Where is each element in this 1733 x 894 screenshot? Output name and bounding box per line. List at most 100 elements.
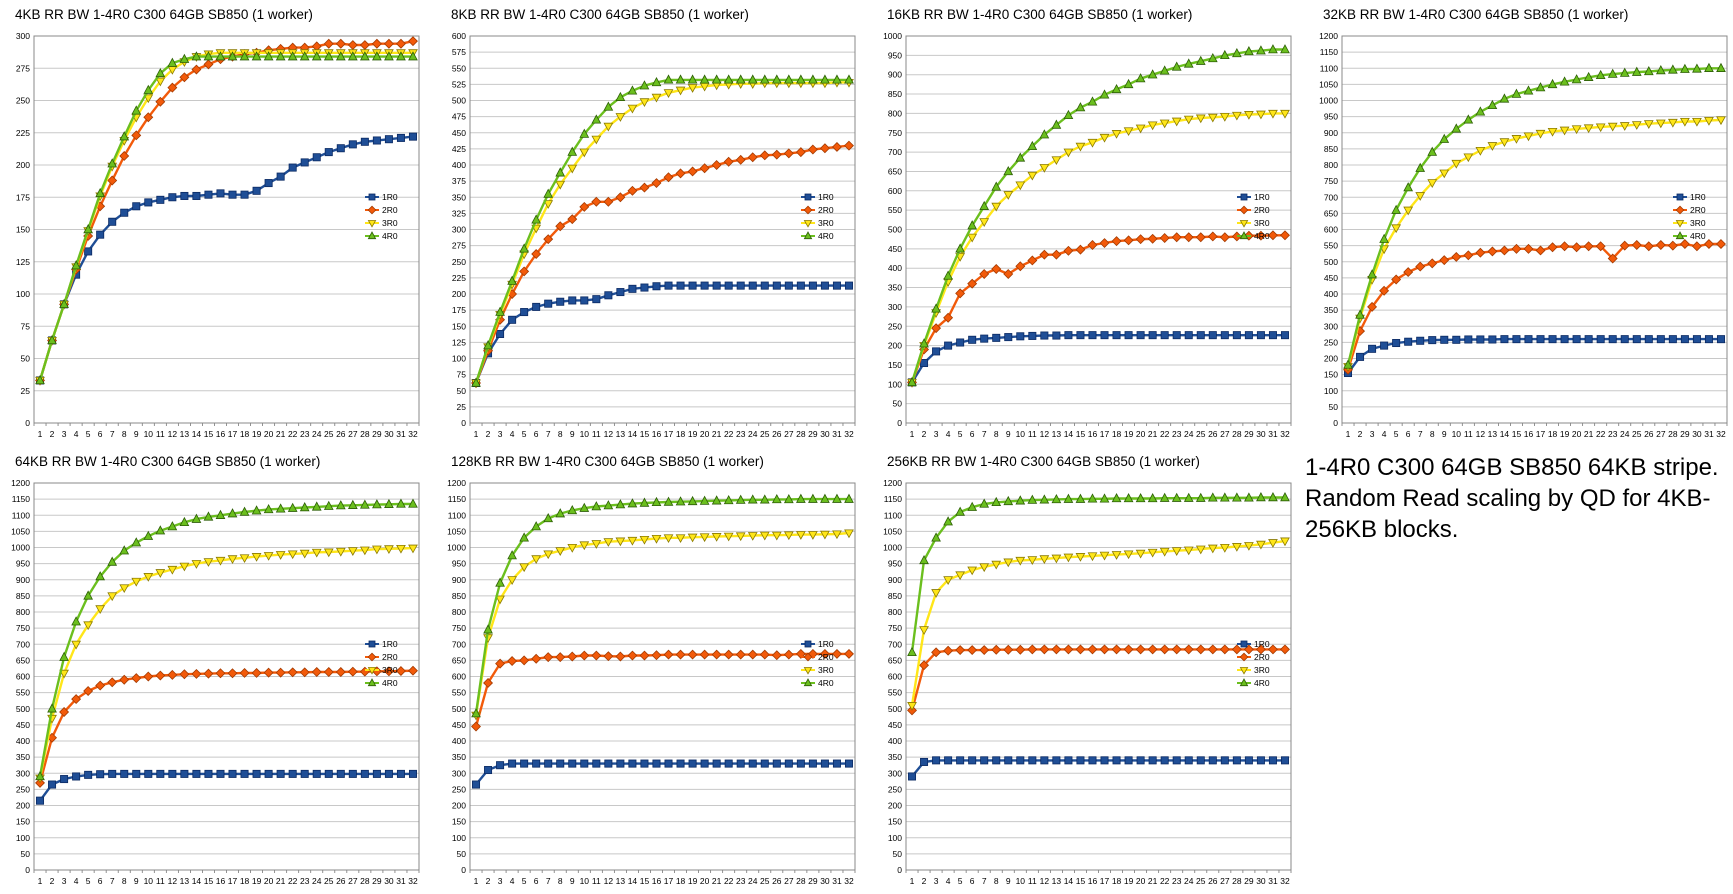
x-tick-label: 32 xyxy=(1280,429,1290,439)
x-tick-label: 20 xyxy=(1572,429,1582,439)
x-tick-label: 17 xyxy=(1536,429,1546,439)
data-point xyxy=(1123,127,1134,137)
x-tick-label: 15 xyxy=(1512,429,1522,439)
data-point xyxy=(216,769,225,778)
data-point xyxy=(844,529,854,539)
data-point xyxy=(287,550,298,560)
x-tick-label: 2 xyxy=(50,876,55,886)
data-point xyxy=(1692,117,1702,127)
data-point xyxy=(931,589,941,598)
x-tick-label: 19 xyxy=(688,876,698,886)
data-point xyxy=(1231,231,1242,242)
x-tick-label: 14 xyxy=(628,876,638,886)
data-point xyxy=(531,555,542,565)
data-point xyxy=(931,303,941,313)
x-tick-label: 28 xyxy=(1232,429,1242,439)
data-point xyxy=(604,759,613,768)
data-point xyxy=(944,341,953,350)
x-tick-label: 28 xyxy=(796,876,806,886)
x-tick-label: 11 xyxy=(592,876,601,886)
data-point xyxy=(1003,558,1014,568)
data-point xyxy=(1244,331,1253,340)
y-tick-label: 1000 xyxy=(883,31,902,41)
series-line xyxy=(1346,242,1721,371)
legend-label: 1R0 xyxy=(382,192,398,202)
data-point xyxy=(1207,231,1218,242)
data-point xyxy=(1415,192,1426,201)
data-point xyxy=(639,535,650,545)
legend-label: 2R0 xyxy=(382,205,398,215)
y-tick-label: 275 xyxy=(452,241,466,251)
data-point xyxy=(1123,644,1134,655)
data-point xyxy=(1232,756,1241,765)
y-tick-label: 100 xyxy=(16,289,30,299)
x-tick-label: 30 xyxy=(1256,429,1266,439)
x-tick-label: 13 xyxy=(180,876,190,886)
data-point xyxy=(956,338,965,347)
data-point xyxy=(1415,162,1426,172)
y-tick-label: 275 xyxy=(16,63,30,73)
data-point xyxy=(1619,240,1630,251)
data-point xyxy=(1051,156,1062,166)
data-point xyxy=(1015,261,1026,272)
data-point xyxy=(191,513,202,523)
data-point xyxy=(1559,76,1570,86)
data-point xyxy=(639,80,650,90)
data-point xyxy=(675,496,686,506)
data-point xyxy=(1403,267,1414,278)
data-point xyxy=(652,759,661,768)
x-tick-label: 17 xyxy=(228,429,238,439)
chart-svg: 32KB RR BW 1-4R0 C300 64GB SB850 (1 work… xyxy=(1319,7,1728,439)
data-point xyxy=(1644,335,1653,344)
data-point xyxy=(1451,251,1462,262)
data-point xyxy=(967,233,978,243)
y-tick-label: 850 xyxy=(16,591,30,601)
x-tick-label: 31 xyxy=(396,876,406,886)
data-point xyxy=(1280,537,1290,547)
data-point xyxy=(807,648,818,659)
data-point xyxy=(844,493,854,503)
data-point xyxy=(335,667,346,677)
data-point xyxy=(1027,644,1038,655)
data-point xyxy=(495,577,505,587)
data-point xyxy=(1147,548,1158,558)
chart-title: 4KB RR BW 1-4R0 C300 64GB SB850 (1 worke… xyxy=(15,7,313,22)
data-point xyxy=(795,74,806,84)
x-tick-label: 18 xyxy=(1112,429,1122,439)
data-point xyxy=(795,147,806,158)
data-point xyxy=(1391,274,1402,285)
data-point xyxy=(1704,116,1714,126)
y-tick-label: 300 xyxy=(888,302,902,312)
data-point xyxy=(1280,44,1290,54)
data-point xyxy=(323,500,334,510)
data-point xyxy=(844,140,854,151)
data-point xyxy=(1111,551,1122,560)
legend-marker xyxy=(1239,652,1249,662)
data-point xyxy=(591,501,602,511)
data-point xyxy=(820,493,830,503)
data-point xyxy=(640,283,649,292)
data-point xyxy=(544,299,553,308)
data-point xyxy=(943,645,954,656)
data-point xyxy=(1643,120,1654,129)
x-tick-label: 32 xyxy=(844,429,854,439)
data-point xyxy=(396,133,405,142)
data-point xyxy=(735,494,746,504)
legend-label: 4R0 xyxy=(1690,231,1706,241)
data-point xyxy=(979,218,990,227)
data-point xyxy=(143,112,154,123)
data-point xyxy=(1231,543,1242,552)
data-point xyxy=(1063,553,1074,563)
data-point xyxy=(700,281,709,290)
data-point xyxy=(1692,335,1701,344)
x-tick-label: 22 xyxy=(1596,429,1606,439)
series-line xyxy=(38,669,414,784)
y-tick-label: 1000 xyxy=(447,543,466,553)
x-tick-label: 15 xyxy=(1076,429,1086,439)
data-point xyxy=(300,158,309,167)
x-tick-label: 7 xyxy=(982,429,987,439)
data-point xyxy=(1087,493,1098,503)
data-point xyxy=(1087,552,1098,562)
data-point xyxy=(711,495,722,505)
data-point xyxy=(832,493,842,503)
